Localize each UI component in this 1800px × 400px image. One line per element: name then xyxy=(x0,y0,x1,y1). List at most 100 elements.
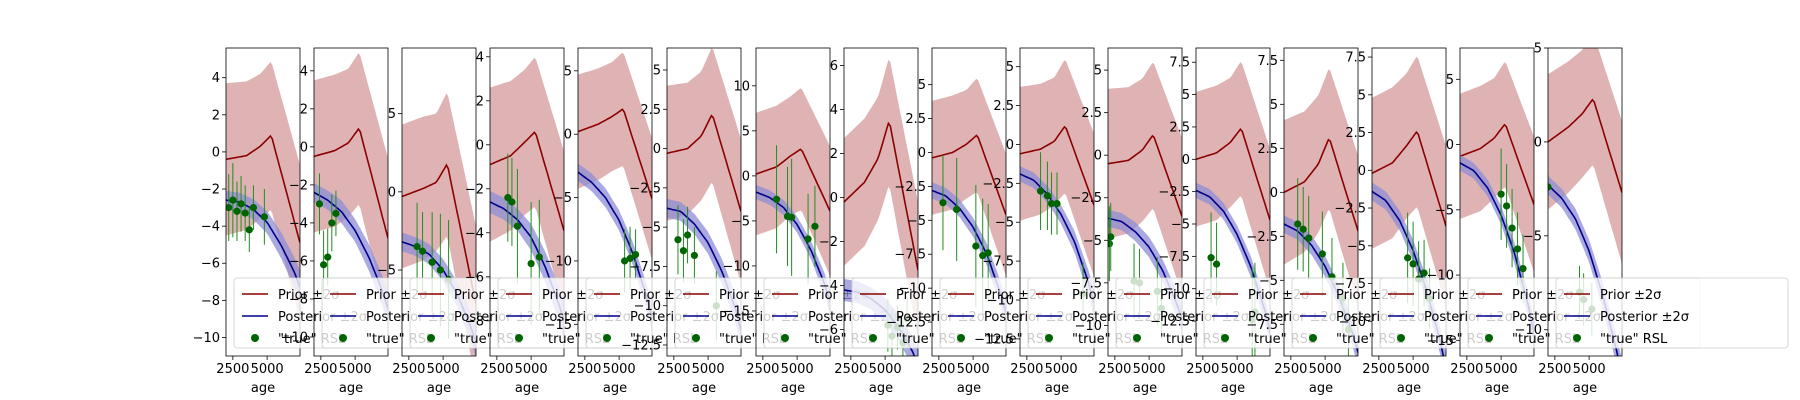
y-tick-label: 7.5 xyxy=(1257,54,1278,69)
x-tick-label: 2500 xyxy=(1274,362,1307,377)
x-axis-label: age xyxy=(692,381,716,396)
panel-frame xyxy=(489,47,565,357)
y-tick-label: 5 xyxy=(1358,88,1366,103)
y-tick-label: 2.5 xyxy=(1081,106,1102,121)
prior-band xyxy=(1020,60,1094,277)
rsl-point xyxy=(260,213,268,221)
plot-area xyxy=(1020,60,1094,325)
prior-band xyxy=(226,62,300,321)
prior-band xyxy=(1108,62,1182,295)
x-tick-label: 2500 xyxy=(304,362,337,377)
y-tick-label: −2.5 xyxy=(894,180,926,195)
plot-area xyxy=(314,53,388,326)
y-tick-label: −5 xyxy=(1259,274,1278,289)
rsl-point xyxy=(226,203,233,212)
rsl-point xyxy=(1508,224,1516,232)
rsl-point xyxy=(1548,183,1552,191)
rsl-point xyxy=(315,200,324,208)
x-tick-label: 2500 xyxy=(1098,362,1131,377)
rsl-point xyxy=(1207,254,1215,262)
x-axis-label: age xyxy=(427,381,451,396)
panel-frame xyxy=(666,47,742,357)
prior-band xyxy=(1460,62,1534,273)
y-tick-label: 0 xyxy=(564,128,572,143)
x-tick-label: 2500 xyxy=(392,362,425,377)
y-tick-label: −2.5 xyxy=(629,181,661,196)
rsl-point xyxy=(1420,269,1428,277)
y-tick-label: 5 xyxy=(1094,64,1102,79)
rsl-point xyxy=(1497,190,1505,198)
rsl-point xyxy=(804,235,812,243)
prior-line xyxy=(226,134,300,244)
y-tick-label: −5 xyxy=(1347,239,1366,254)
rsl-point xyxy=(229,196,237,204)
y-tick-label: 0 xyxy=(1094,149,1102,164)
y-tick-label: 5 xyxy=(1446,73,1454,88)
prior-line xyxy=(1196,128,1270,221)
x-tick-label: 5000 xyxy=(339,362,372,377)
panel-frame xyxy=(225,47,301,357)
x-tick-label: 2500 xyxy=(657,362,690,377)
y-tick-label: −5 xyxy=(1523,229,1542,244)
rsl-point xyxy=(674,236,682,244)
y-tick-label: −2 xyxy=(289,178,308,193)
prior-band xyxy=(314,53,388,318)
y-tick-label: −10 xyxy=(899,282,926,297)
y-tick-label: 6 xyxy=(830,59,838,74)
prior-band xyxy=(667,48,741,284)
y-tick-label: 4 xyxy=(830,103,838,118)
x-axis-label: age xyxy=(603,381,627,396)
posterior-band xyxy=(1196,182,1270,345)
rsl-point xyxy=(979,251,987,260)
y-tick-label: −2 xyxy=(465,182,484,197)
y-tick-label: −15 xyxy=(723,304,750,319)
rsl-point xyxy=(972,242,980,250)
y-tick-label: −10 xyxy=(634,299,661,314)
legend-swatch-marker xyxy=(1573,334,1581,342)
x-tick-label: 5000 xyxy=(1309,362,1342,377)
y-tick-label: 2.5 xyxy=(993,99,1014,114)
legend-swatch-marker xyxy=(1485,334,1493,342)
y-tick-label: −10 xyxy=(1163,282,1190,297)
posterior-band xyxy=(1284,215,1358,356)
prior-band xyxy=(1372,56,1446,307)
y-tick-label: −2 xyxy=(201,183,220,198)
rsl-point xyxy=(535,253,543,261)
panel-frame xyxy=(931,47,1007,357)
y-tick-label: 0 xyxy=(830,191,838,206)
rsl-point xyxy=(939,199,947,207)
prior-line xyxy=(1372,130,1446,227)
y-tick-label: −5 xyxy=(377,264,396,279)
y-tick-label: 7.5 xyxy=(1345,51,1366,66)
y-tick-label: −6 xyxy=(465,270,484,285)
x-tick-label: 2500 xyxy=(1450,362,1483,377)
y-tick-label: −5 xyxy=(642,221,661,236)
y-tick-label: 4 xyxy=(476,50,484,65)
y-tick-label: −2.5 xyxy=(1070,191,1102,206)
y-tick-label: 0 xyxy=(1006,138,1014,153)
y-tick-label: −10 xyxy=(281,330,308,345)
y-tick-label: −10 xyxy=(1427,269,1454,284)
y-tick-label: 7.5 xyxy=(1169,56,1190,71)
y-tick-label: 5 xyxy=(1534,42,1542,57)
legend-swatch-marker xyxy=(603,334,611,342)
x-axis-label: age xyxy=(515,381,539,396)
legend-swatch-marker xyxy=(1133,334,1141,342)
x-tick-label: 5000 xyxy=(781,362,814,377)
rsl-point xyxy=(1409,260,1417,268)
rsl-point xyxy=(233,207,241,215)
rsl-point xyxy=(328,219,336,227)
rsl-point xyxy=(332,209,340,218)
rsl-point xyxy=(418,247,427,255)
panel-frame xyxy=(1019,47,1095,357)
x-tick-label: 2500 xyxy=(834,362,867,377)
rsl-point xyxy=(324,253,332,261)
rsl-point xyxy=(1502,202,1511,210)
prior-line xyxy=(932,134,1006,216)
y-tick-label: −12.5 xyxy=(974,332,1014,347)
y-tick-label: 2 xyxy=(212,108,220,123)
y-tick-label: −10 xyxy=(1075,319,1102,334)
prior-band xyxy=(578,52,652,260)
x-axis-label: age xyxy=(1573,381,1597,396)
